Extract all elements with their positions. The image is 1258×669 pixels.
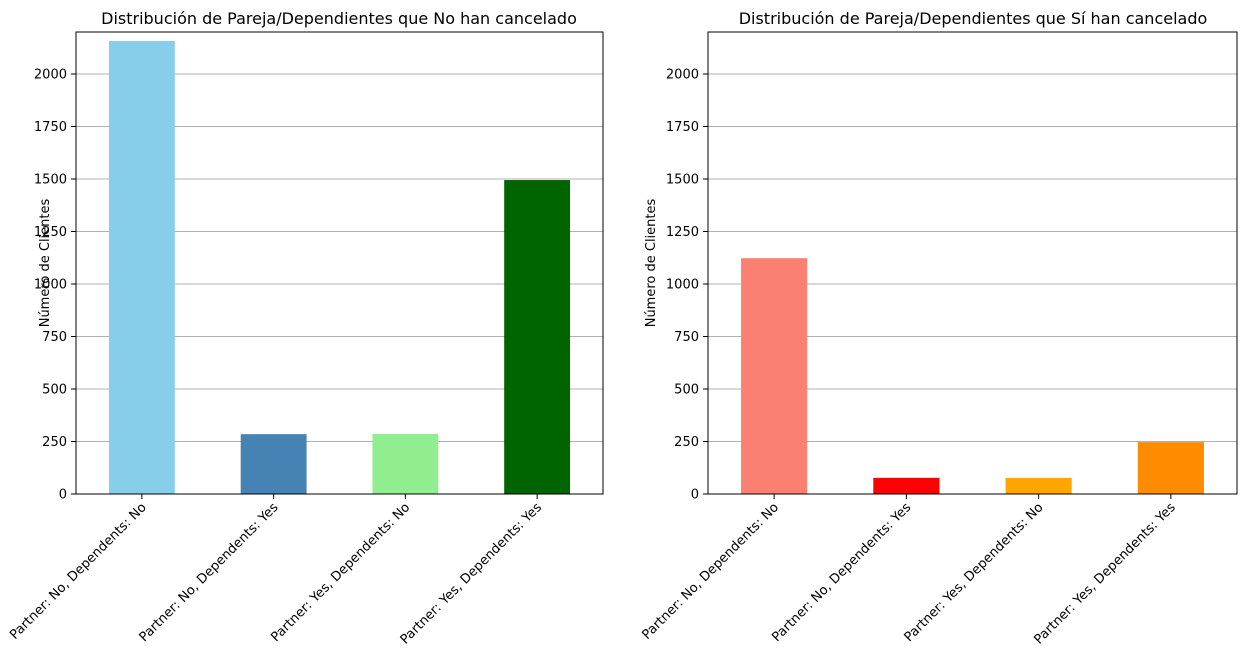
y-tick-label: 0 <box>59 488 67 503</box>
y-tick-label: 2000 <box>34 68 67 83</box>
y-tick-label: 1750 <box>666 120 699 135</box>
chart-panel-left: Distribución de Pareja/Dependientes que … <box>7 9 604 647</box>
chart-panel-right: Distribución de Pareja/Dependientes que … <box>639 9 1238 647</box>
bar-4 <box>504 180 571 495</box>
bar-1 <box>741 258 808 494</box>
y-tick-label: 500 <box>42 383 67 398</box>
bar-2 <box>873 477 940 494</box>
bar-4 <box>1137 442 1204 494</box>
y-tick-label: 1250 <box>34 225 67 240</box>
chart-title-left: Distribución de Pareja/Dependientes que … <box>101 9 577 28</box>
y-tick-label: 1500 <box>34 173 67 188</box>
bar-1 <box>108 41 175 494</box>
y-tick-label: 1500 <box>666 173 699 188</box>
chart-title-right: Distribución de Pareja/Dependientes que … <box>739 9 1208 28</box>
x-tick-label: Partner: Yes, Dependents: No <box>268 500 413 645</box>
y-tick-label: 0 <box>691 488 699 503</box>
y-tick-label: 2000 <box>666 68 699 83</box>
x-tick-label: Partner: Yes, Dependents: No <box>902 500 1047 645</box>
axes-frame <box>75 31 604 495</box>
y-tick-label: 250 <box>674 435 699 450</box>
y-axis-label-left: Número de Clientes <box>38 198 53 327</box>
x-tick-label: Partner: Yes, Dependents: Yes <box>398 500 545 647</box>
x-tick-label: Partner: No, Dependents: Yes <box>769 500 914 645</box>
y-tick-label: 1250 <box>666 225 699 240</box>
bar-3 <box>372 433 439 494</box>
x-tick-label: Partner: No, Dependents: Yes <box>137 500 282 645</box>
x-tick-label: Partner: No, Dependents: No <box>7 500 150 643</box>
x-tick-label: Partner: Yes, Dependents: Yes <box>1032 500 1179 647</box>
axes-frame <box>707 31 1238 495</box>
y-tick-label: 1000 <box>34 278 67 293</box>
y-tick-label: 750 <box>42 330 67 345</box>
bar-2 <box>240 434 307 494</box>
y-tick-label: 1750 <box>34 120 67 135</box>
x-tick-label: Partner: No, Dependents: No <box>639 500 782 643</box>
y-tick-label: 500 <box>674 383 699 398</box>
y-tick-label: 1000 <box>666 278 699 293</box>
y-tick-label: 250 <box>42 435 67 450</box>
bar-3 <box>1005 477 1072 494</box>
y-axis-label-right: Número de Clientes <box>644 198 659 327</box>
y-tick-label: 750 <box>674 330 699 345</box>
